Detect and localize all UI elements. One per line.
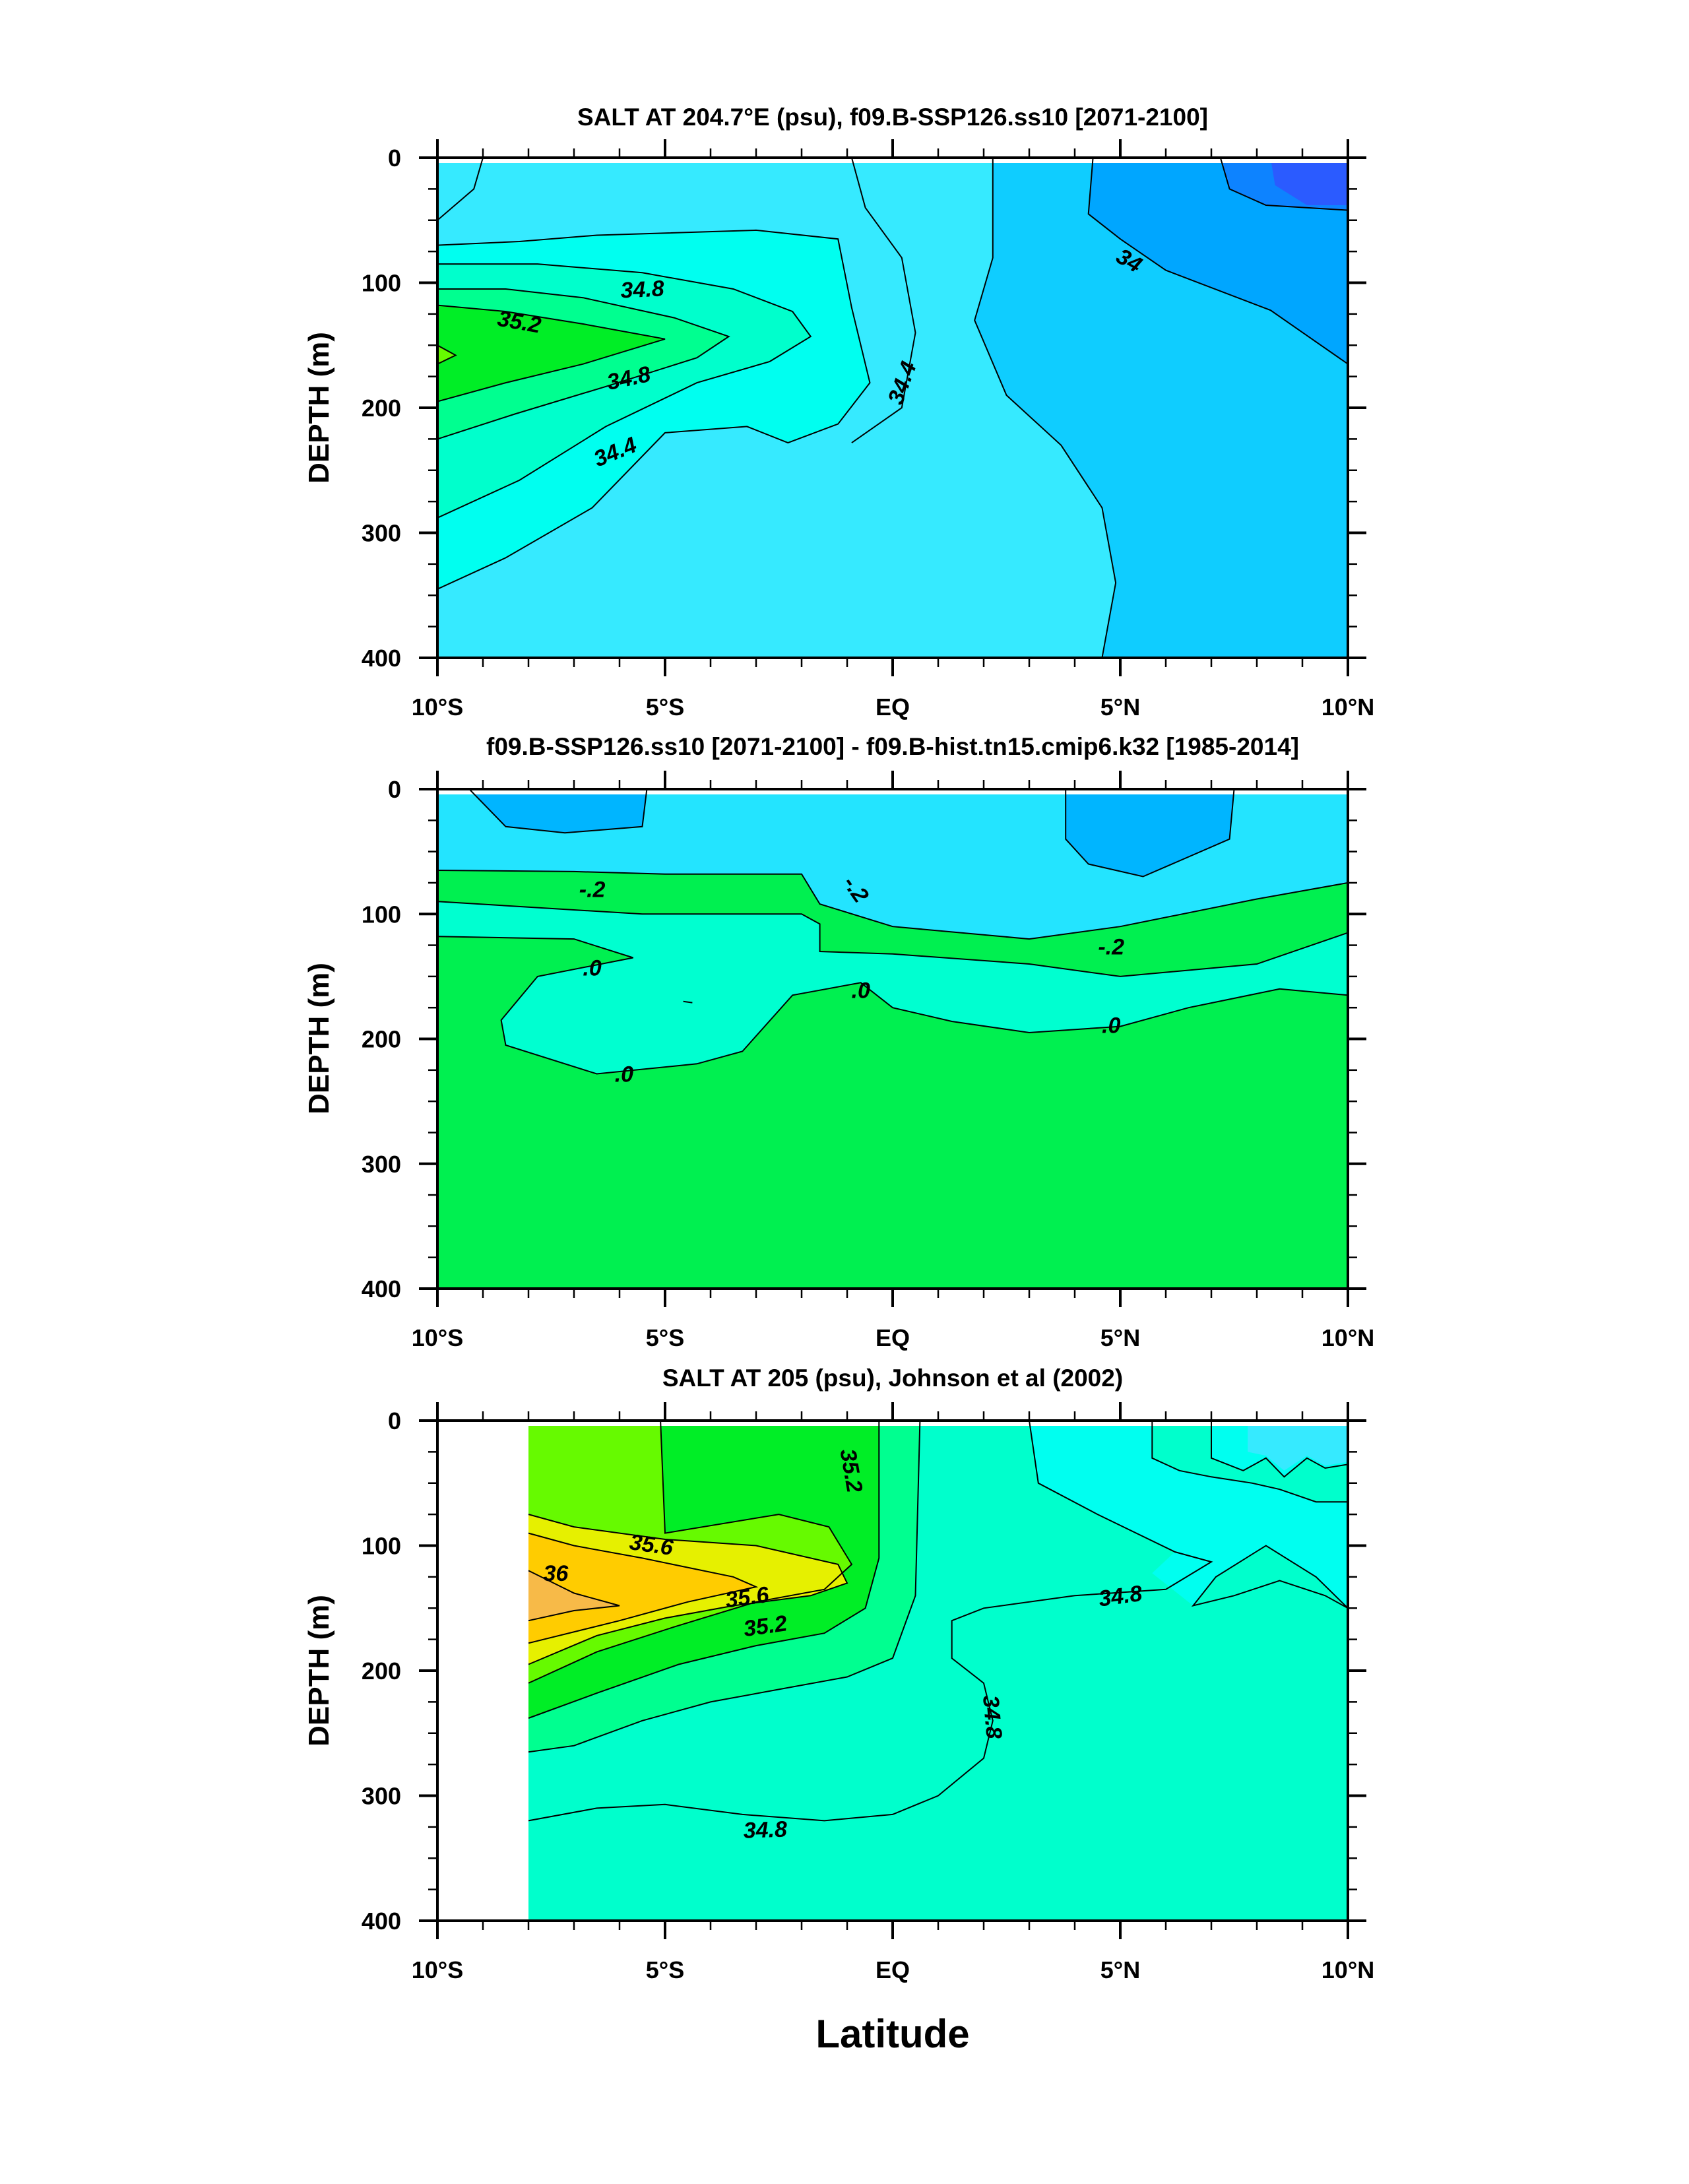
panel-1-y-tick-label: 0 [388, 145, 401, 172]
panel-1-fill-s34_0 [1088, 158, 1348, 364]
panel-3-surface-strip [437, 1421, 1348, 1426]
panel-1-x-tick-label: EQ [876, 693, 910, 721]
panel-1-contour-line [850, 158, 916, 443]
panel-1-axes: 10°S 5°S EQ 5°N 10°N 0 100 200 300 400 [362, 139, 1374, 721]
panel-1-contour-line [437, 288, 730, 440]
panel-2-y-tick-label: 400 [362, 1275, 401, 1302]
panel-3-y-tick-label: 100 [362, 1533, 401, 1560]
panel-3-x-tick-label: 10°N [1322, 1956, 1374, 1983]
panel-1-y-tick-label: 100 [362, 270, 401, 297]
panel-3-contour-label: 34.8 [978, 1694, 1007, 1740]
panel-2: f09.B-SSP126.ss10 [2071-2100] - f09.B-hi… [303, 733, 1374, 1351]
panel-2-contour-label: -.2 [579, 877, 606, 902]
panel-1: SALT AT 204.7°E (psu), f09.B-SSP126.ss10… [303, 104, 1374, 721]
panel-3-x-tick-label: 10°S [412, 1956, 463, 1983]
panel-1-fill-s34_4 [437, 158, 483, 220]
panel-3-contour-label: 35.6 [628, 1529, 676, 1560]
panel-2-contour-label: .0 [583, 956, 601, 981]
panel-3-x-tick-label: 5°N [1100, 1956, 1140, 1983]
panel-1-x-tick-label: 5°N [1100, 693, 1140, 721]
panel-2-contour-label: .0 [615, 1062, 633, 1087]
panel-2-x-tick-label: 5°N [1100, 1324, 1140, 1351]
panel-1-y-tick-label: 400 [362, 645, 401, 672]
panel-1-contour-line [1087, 158, 1348, 365]
panel-3-y-tick-label: 400 [362, 1908, 401, 1935]
panel-3-y-axis-label: DEPTH (m) [303, 1595, 335, 1747]
panel-2-contour-label: .0 [852, 979, 870, 1004]
panel-1-contour-line [974, 158, 1117, 658]
panel-3-contour-label: 36 [543, 1561, 569, 1586]
panel-1-y-axis-label: DEPTH (m) [303, 332, 335, 484]
panel-3-fill-s34_4 [1248, 1421, 1348, 1471]
panel-2-x-tick-label: EQ [876, 1324, 910, 1351]
panel-1-contour-line [437, 344, 457, 365]
panel-2-x-tick-label: 10°S [412, 1324, 463, 1351]
panel-1-x-tick-label: 5°S [646, 693, 684, 721]
panel-2-title: f09.B-SSP126.ss10 [2071-2100] - f09.B-hi… [486, 733, 1299, 760]
panel-1-contour-label: 34.8 [620, 276, 665, 303]
panel-1-surface-strip [437, 158, 1348, 163]
panel-2-x-tick-label: 10°N [1322, 1324, 1374, 1351]
panel-2-y-tick-label: 300 [362, 1151, 401, 1178]
panel-1-x-tick-label: 10°N [1322, 693, 1374, 721]
panel-2-contour-label: .0 [1102, 1013, 1120, 1039]
panel-1-title: SALT AT 204.7°E (psu), f09.B-SSP126.ss10… [577, 104, 1208, 131]
panel-3-contour-label: 35.2 [742, 1611, 789, 1642]
panel-3-contour-line [1191, 1545, 1348, 1609]
panel-3-contour-line [1151, 1421, 1348, 1503]
panel-3-axes: 10°S 5°S EQ 5°N 10°N 0 100 200 300 400 [362, 1402, 1374, 1983]
panel-3-y-tick-label: 300 [362, 1783, 401, 1810]
panel-3-contour-line [528, 1421, 1213, 1822]
panel-2-contour-line [468, 789, 648, 834]
panel-3-contour-line [528, 1570, 620, 1622]
panel-2-contour-line [683, 1000, 693, 1004]
panel-2-y-axis-label: DEPTH (m) [303, 963, 335, 1114]
panel-2-axes: 10°S 5°S EQ 5°N 10°N 0 100 200 300 400 [362, 771, 1374, 1351]
panel-1-contour-line [437, 263, 812, 519]
x-axis-label: Latitude [815, 2012, 969, 2056]
panel-2-fill-d_m04 [469, 789, 647, 833]
panel-2-y-tick-label: 0 [388, 776, 401, 803]
panel-1-y-tick-label: 200 [362, 395, 401, 422]
panel-3-contour-line [528, 1514, 848, 1665]
panel-2-contour-line [437, 936, 1348, 1075]
panel-3-y-tick-label: 0 [388, 1407, 401, 1434]
panel-3-fill-s35_8 [528, 1533, 756, 1644]
panel-1-x-tick-label: 10°S [412, 693, 463, 721]
panel-1-fill-s33_6 [1270, 158, 1348, 205]
panel-2-y-tick-label: 100 [362, 901, 401, 928]
panel-3-contour-label: 34.8 [743, 1817, 788, 1844]
panel-2-contour-line [437, 901, 1348, 977]
panel-3-title: SALT AT 205 (psu), Johnson et al (2002) [662, 1365, 1123, 1392]
panel-2-y-tick-label: 200 [362, 1026, 401, 1053]
panel-3-x-tick-label: 5°S [646, 1956, 684, 1983]
panel-3-contour-line [528, 1421, 921, 1753]
panel-2-contour-line [437, 870, 1348, 940]
panel-1-y-tick-label: 300 [362, 520, 401, 547]
panel-1-contour-line [437, 229, 871, 590]
panel-3-contour-label: 35.6 [724, 1582, 771, 1613]
panel-2-contour-line [1065, 789, 1235, 878]
panel-1-contour-line [1219, 158, 1348, 211]
panel-1-contour-line [437, 158, 484, 221]
panel-3-contour-line [528, 1532, 759, 1644]
panel-1-fill-s35_2 [437, 305, 665, 402]
panel-1-contour-line [437, 304, 666, 402]
panel-1-fill-s35_4 [437, 345, 456, 364]
panel-3-x-tick-label: EQ [876, 1956, 910, 1983]
panel-2-contour-label: -.2 [1098, 934, 1124, 959]
panel-3-contour-line [528, 1421, 880, 1719]
panel-3: SALT AT 205 (psu), Johnson et al (2002) … [303, 1365, 1374, 1983]
panel-2-fill-d_0 [437, 901, 1348, 1074]
panel-3-contour-line [528, 1421, 853, 1684]
panel-3-y-tick-label: 200 [362, 1657, 401, 1685]
panel-2-x-tick-label: 5°S [646, 1324, 684, 1351]
panel-3-contour-label: 34.8 [1097, 1581, 1144, 1612]
panel-2-plot-area: -.2 -.2-.2.0.0.0.0 [437, 789, 1348, 1289]
panel-3-contour-line [1211, 1421, 1348, 1478]
panel-2-surface-strip [437, 789, 1348, 794]
panel-1-plot-area: 34.835.234.834.434.434 [437, 158, 1348, 658]
